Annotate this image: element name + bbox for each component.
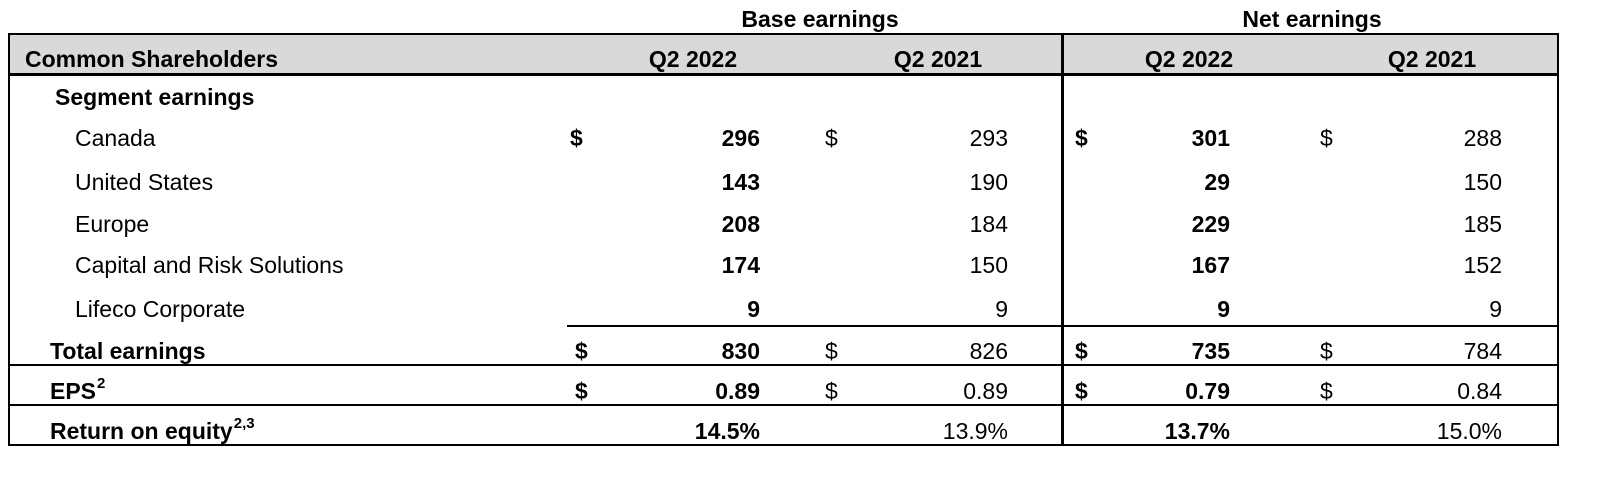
total-label: Total earnings bbox=[50, 338, 206, 364]
column-header-background bbox=[8, 35, 1558, 74]
base-2021-value: 184 bbox=[969, 211, 1008, 237]
table-right-border bbox=[1557, 33, 1559, 446]
total-net-2022: 735 bbox=[1191, 338, 1230, 364]
net-2022-value: 301 bbox=[1191, 125, 1230, 151]
currency-symbol: $ bbox=[825, 338, 838, 364]
roe-net-2021: 15.0% bbox=[1436, 418, 1502, 444]
roe-footnote: 2,3 bbox=[233, 415, 255, 432]
table-bottom-border bbox=[8, 444, 1559, 446]
base-2022-value: 208 bbox=[721, 211, 760, 237]
eps-footnote: 2 bbox=[97, 375, 106, 392]
currency-symbol: $ bbox=[825, 378, 838, 404]
net-2021-value: 185 bbox=[1463, 211, 1502, 237]
row-label: United States bbox=[75, 169, 214, 195]
total-net-2021: 784 bbox=[1463, 338, 1502, 364]
row-label: Capital and Risk Solutions bbox=[75, 252, 344, 278]
row-label: Europe bbox=[75, 211, 150, 237]
total-base-2021: 826 bbox=[969, 338, 1008, 364]
base-2021-value: 190 bbox=[969, 169, 1008, 195]
total-base-2022: 830 bbox=[721, 338, 760, 364]
net-2022-value: 167 bbox=[1191, 252, 1230, 278]
net-2022-value: 229 bbox=[1191, 211, 1230, 237]
eps-net-2021: 0.84 bbox=[1457, 378, 1502, 404]
net-2021-value: 150 bbox=[1463, 169, 1502, 195]
net-2021-value: 288 bbox=[1463, 125, 1502, 151]
table-left-border bbox=[8, 33, 10, 446]
base-2022-value: 9 bbox=[747, 296, 760, 322]
currency-symbol: $ bbox=[575, 338, 588, 364]
header-net-q2-2021: Q2 2021 bbox=[1387, 46, 1477, 72]
roe-label: Return on equity2,3 bbox=[50, 415, 255, 444]
table-top-border bbox=[8, 33, 1559, 35]
group-header-net-earnings: Net earnings bbox=[1242, 6, 1382, 32]
eps-label: EPS2 bbox=[50, 375, 106, 404]
row-label: Canada bbox=[75, 125, 156, 151]
header-common-shareholders: Common Shareholders bbox=[25, 46, 279, 72]
header-net-q2-2022: Q2 2022 bbox=[1144, 46, 1234, 72]
base-2021-value: 150 bbox=[969, 252, 1008, 278]
currency-symbol: $ bbox=[570, 125, 583, 151]
base-2021-value: 293 bbox=[969, 125, 1008, 151]
eps-base-2021: 0.89 bbox=[963, 378, 1008, 404]
currency-symbol: $ bbox=[575, 378, 588, 404]
row-label: Lifeco Corporate bbox=[75, 296, 246, 322]
net-2022-value: 29 bbox=[1204, 169, 1230, 195]
segment-earnings-title: Segment earnings bbox=[55, 84, 255, 110]
currency-symbol: $ bbox=[825, 125, 838, 151]
currency-symbol: $ bbox=[1320, 125, 1333, 151]
roe-base-2022: 14.5% bbox=[694, 418, 760, 444]
currency-symbol: $ bbox=[1320, 378, 1333, 404]
group-header-base-earnings: Base earnings bbox=[741, 6, 899, 32]
header-base-q2-2021: Q2 2021 bbox=[893, 46, 983, 72]
currency-symbol: $ bbox=[1320, 338, 1333, 364]
roe-base-2021: 13.9% bbox=[942, 418, 1008, 444]
roe-net-2022: 13.7% bbox=[1164, 418, 1230, 444]
net-2022-value: 9 bbox=[1217, 296, 1230, 322]
column-group-divider bbox=[1061, 33, 1064, 446]
eps-base-2022: 0.89 bbox=[715, 378, 760, 404]
eps-bottom-border bbox=[8, 404, 1559, 406]
currency-symbol: $ bbox=[1075, 338, 1088, 364]
eps-net-2022: 0.79 bbox=[1185, 378, 1230, 404]
total-bottom-border bbox=[8, 364, 1559, 366]
net-2021-value: 9 bbox=[1489, 296, 1502, 322]
currency-symbol: $ bbox=[1075, 378, 1088, 404]
base-2022-value: 296 bbox=[721, 125, 760, 151]
base-2021-value: 9 bbox=[995, 296, 1008, 322]
currency-symbol: $ bbox=[1075, 125, 1088, 151]
base-2022-value: 174 bbox=[721, 252, 760, 278]
base-2022-value: 143 bbox=[721, 169, 760, 195]
subtotal-rule bbox=[567, 325, 1559, 327]
header-base-q2-2022: Q2 2022 bbox=[648, 46, 738, 72]
net-2021-value: 152 bbox=[1463, 252, 1502, 278]
header-bottom-border bbox=[8, 73, 1559, 76]
